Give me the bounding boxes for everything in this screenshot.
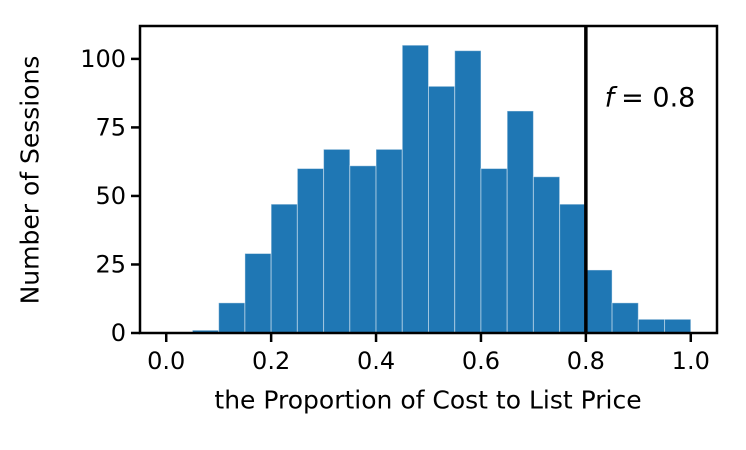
histogram-bar: [244, 253, 272, 334]
histogram-bar: [532, 176, 561, 334]
histogram-bar: [375, 148, 403, 334]
x-tick-label: 1.0: [672, 347, 710, 375]
histogram-bar: [349, 165, 377, 334]
y-tick-label: 50: [95, 182, 126, 210]
histogram-bar: [585, 269, 613, 334]
histogram-bar: [454, 50, 482, 334]
y-tick-label: 75: [95, 113, 126, 141]
threshold-annotation: f = 0.8: [605, 85, 696, 112]
histogram-bar: [323, 148, 351, 334]
histogram-bar: [611, 302, 639, 334]
y-tick-label: 0: [111, 319, 126, 347]
histogram-bar: [480, 168, 508, 334]
histogram-bar: [559, 203, 587, 334]
x-tick-label: 0.4: [357, 347, 395, 375]
histogram-bar: [506, 110, 534, 334]
y-axis-label: Number of Sessions: [15, 55, 45, 305]
x-axis-label: the Proportion of Cost to List Price: [214, 385, 642, 415]
histogram-bar: [428, 85, 456, 334]
x-tick-label: 0.2: [252, 347, 290, 375]
histogram-bar: [637, 318, 666, 334]
y-tick-label: 25: [95, 250, 126, 278]
histogram-bar: [296, 168, 325, 334]
histogram-bar: [401, 44, 429, 334]
x-tick-label: 0.8: [567, 347, 605, 375]
histogram-bar: [664, 318, 692, 334]
histogram-bar: [270, 203, 298, 334]
x-tick-label: 0.6: [462, 347, 500, 375]
y-tick-label: 100: [80, 45, 126, 73]
threshold-variable: f: [604, 82, 615, 114]
plot-border: [138, 24, 719, 335]
histogram-bar: [218, 302, 246, 334]
threshold-value: = 0.8: [621, 82, 696, 114]
x-tick-label: 0.0: [147, 347, 185, 375]
